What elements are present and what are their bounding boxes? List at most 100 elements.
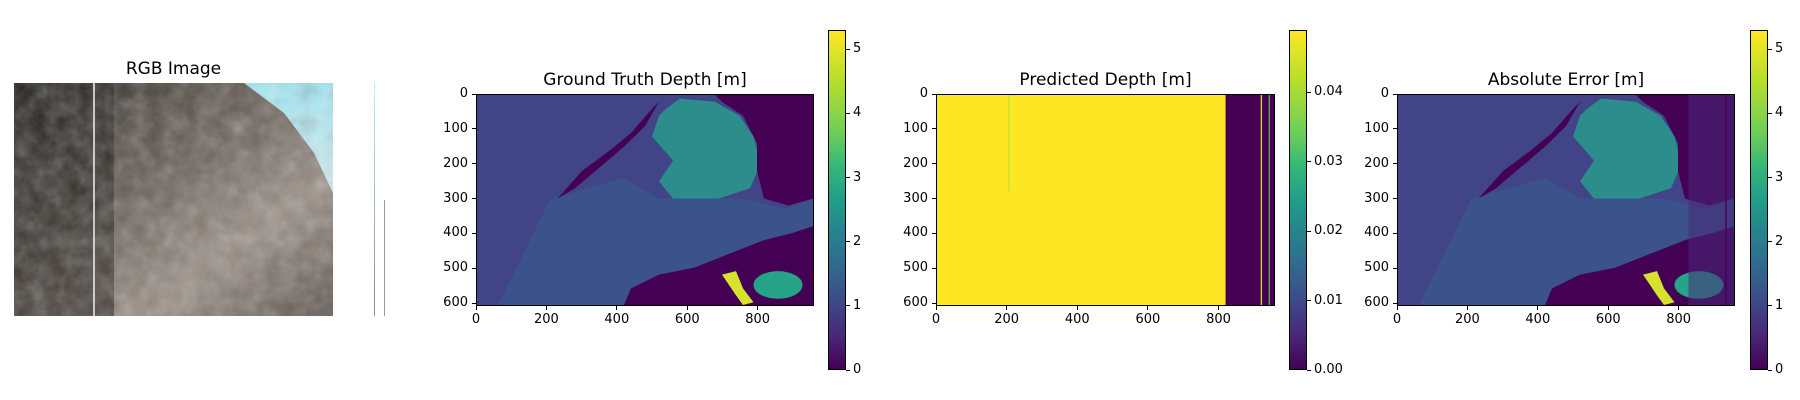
heatmap-region-sliver: [1643, 271, 1675, 305]
pred-colorbar-tick-label: 0.00: [1314, 362, 1343, 377]
gt-xtick-label: 600: [674, 312, 700, 327]
pred-ytick-mark: [932, 267, 936, 269]
err-colorbar-tick-label: 2: [1775, 233, 1784, 249]
gt-colorbar-tick-label: 0: [853, 362, 862, 377]
gt-ytick-label: 500: [443, 260, 468, 276]
err-ytick-mark: [1393, 93, 1397, 95]
err-heatmap: [1397, 94, 1735, 306]
err-colorbar-tick-mark: [1768, 369, 1772, 371]
pred-ytick-label: 500: [903, 260, 928, 276]
err-ytick-mark: [1393, 128, 1397, 130]
err-xtick-label: 200: [1454, 312, 1480, 327]
gt-ytick-mark: [472, 198, 476, 200]
pred-ytick-mark: [932, 93, 936, 95]
pred-colorbar-tick-mark: [1307, 369, 1311, 371]
pred-xtick-mark: [1147, 306, 1149, 310]
err-xtick-mark: [1466, 306, 1468, 310]
gt-colorbar-tick-mark: [846, 305, 850, 307]
gt-ytick-label: 400: [443, 225, 468, 241]
heatmap-region-mid: [1419, 177, 1734, 305]
gt-xtick-mark: [475, 306, 477, 310]
pred-ytick-mark: [932, 198, 936, 200]
err-title: Absolute Error [m]: [1487, 70, 1645, 90]
heatmap-region-err-band: [1688, 95, 1734, 305]
err-colorbar-tick-mark: [1768, 48, 1772, 50]
rgb-strip: [374, 83, 375, 316]
err-colorbar-tick-label: 4: [1775, 105, 1784, 121]
gt-ytick-mark: [472, 93, 476, 95]
pred-ytick-mark: [932, 302, 936, 304]
pred-xtick-mark: [1006, 306, 1008, 310]
heatmap-region-streak: [1008, 95, 1010, 192]
err-ytick-mark: [1393, 267, 1397, 269]
pred-heatmap: [936, 94, 1275, 306]
pred-ytick-mark: [932, 232, 936, 234]
err-ytick-label: 0: [1380, 86, 1389, 101]
rgb-strip: [384, 200, 385, 316]
gt-ytick-mark: [472, 232, 476, 234]
pred-colorbar-tick-mark: [1307, 230, 1311, 232]
pred-colorbar-tick-mark: [1307, 91, 1311, 93]
pred-ytick-label: 200: [903, 155, 928, 171]
rgb-image-title: RGB Image: [125, 59, 222, 79]
err-ytick-mark: [1393, 232, 1397, 234]
heatmap-region-mid: [498, 177, 813, 305]
heatmap-region-stripe: [1260, 95, 1263, 305]
pred-colorbar-tick-mark: [1307, 161, 1311, 163]
err-colorbar-tick-mark: [1768, 241, 1772, 243]
err-ytick-label: 100: [1364, 120, 1389, 136]
gt-ytick-label: 100: [443, 120, 468, 136]
pred-xtick-label: 600: [1135, 312, 1161, 327]
pred-colorbar-tick-label: 0.04: [1314, 84, 1343, 100]
pred-xtick-mark: [1218, 306, 1219, 310]
heatmap-region-sliver: [722, 271, 754, 305]
gt-ytick-mark: [472, 128, 476, 130]
pred-ytick-label: 300: [903, 190, 928, 206]
pred-colorbar-tick-mark: [1307, 300, 1311, 302]
heatmap-region-crack: [557, 101, 659, 199]
pred-ytick-label: 400: [903, 225, 928, 241]
heatmap-region-dark: [1225, 95, 1274, 305]
pred-xtick-mark: [1076, 306, 1078, 310]
err-colorbar-tick-label: 0: [1775, 362, 1784, 377]
err-colorbar-tick-label: 5: [1775, 41, 1784, 57]
gt-colorbar-tick-label: 3: [853, 169, 862, 185]
err-xtick-mark: [1607, 306, 1609, 310]
pred-xtick-label: 0: [931, 312, 941, 327]
gt-colorbar-tick-mark: [846, 177, 850, 179]
err-ytick-label: 500: [1364, 260, 1389, 276]
gt-heatmap: [476, 94, 814, 306]
gt-colorbar-tick-label: 1: [853, 297, 862, 313]
gt-xtick-label: 0: [471, 312, 481, 327]
pred-xtick-label: 200: [994, 312, 1020, 327]
gt-colorbar-tick-label: 4: [853, 105, 862, 121]
err-xtick-mark: [1537, 306, 1539, 310]
err-xtick-label: 800: [1666, 312, 1692, 327]
gt-xtick-label: 800: [745, 312, 771, 327]
gt-ytick-mark: [472, 267, 476, 269]
gt-xtick-mark: [545, 306, 547, 310]
gt-ytick-label: 600: [443, 295, 468, 311]
gt-xtick-label: 200: [533, 312, 559, 327]
pred-ytick-label: 600: [903, 295, 928, 311]
gt-xtick-label: 400: [604, 312, 630, 327]
gt-xtick-mark: [757, 306, 759, 310]
err-colorbar-tick-mark: [1768, 177, 1772, 179]
err-ytick-label: 400: [1364, 225, 1389, 241]
pred-ytick-label: 100: [903, 120, 928, 136]
pred-title: Predicted Depth [m]: [1019, 70, 1192, 90]
err-ytick-mark: [1393, 163, 1397, 165]
heatmap-region-far: [715, 95, 813, 206]
err-colorbar-tick-label: 3: [1775, 169, 1784, 185]
gt-ytick-label: 0: [459, 86, 468, 101]
gt-colorbar-tick-label: 2: [853, 233, 862, 249]
err-colorbar-tick-mark: [1768, 305, 1772, 307]
err-ytick-label: 200: [1364, 155, 1389, 171]
heatmap-region-teal: [652, 98, 761, 199]
pred-colorbar-tick-label: 0.01: [1314, 292, 1343, 308]
pred-colorbar: [1289, 30, 1307, 370]
err-ytick-label: 300: [1364, 190, 1389, 206]
heatmap-background: [937, 95, 1274, 305]
gt-ytick-mark: [472, 163, 476, 165]
err-colorbar-tick-mark: [1768, 112, 1772, 114]
